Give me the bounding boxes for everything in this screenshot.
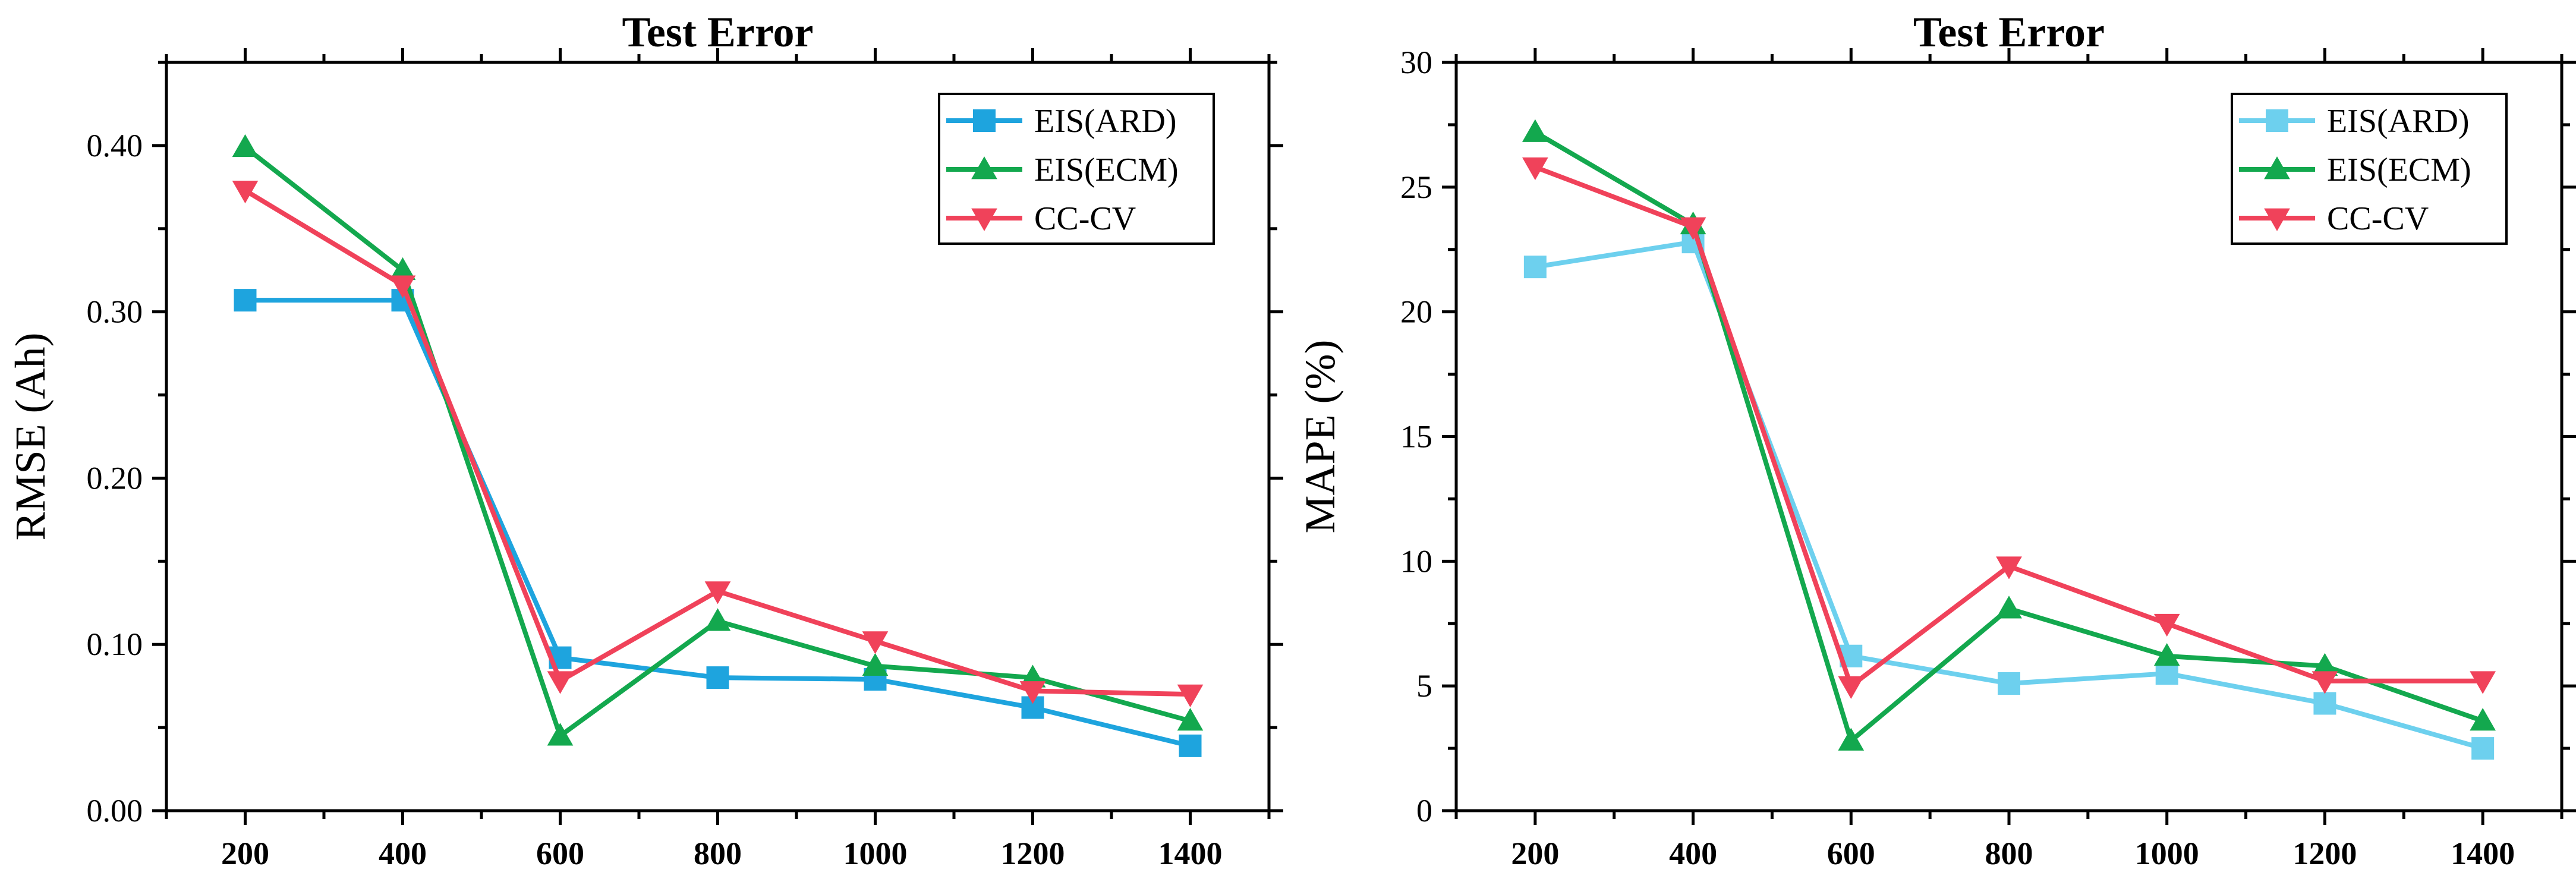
data-point <box>2153 642 2180 666</box>
data-point <box>1522 119 1548 142</box>
data-point <box>2471 737 2495 760</box>
chart-title: Test Error <box>622 8 814 56</box>
legend-label: EIS(ARD) <box>2327 103 2470 140</box>
data-point <box>862 631 889 654</box>
data-point <box>547 723 574 746</box>
x-tick-label: 600 <box>1827 836 1875 871</box>
data-point <box>2312 671 2338 694</box>
legend-marker <box>2266 109 2288 132</box>
chart-panel-2: Test Error MAPE (%) 0 5 10 15 20 25 30 200 400 600 8… <box>1296 8 2576 871</box>
y-tick-label: 10 <box>1400 543 1432 579</box>
data-point <box>1021 696 1044 719</box>
x-tick-label: 400 <box>379 836 427 871</box>
x-tick-label: 600 <box>536 836 584 871</box>
y-tick-label: 15 <box>1400 419 1432 455</box>
data-point <box>2470 708 2496 731</box>
data-point <box>1840 644 1863 667</box>
data-point <box>1523 256 1547 279</box>
x-tick-label: 800 <box>1985 836 2033 871</box>
y-axis-label: MAPE (%) <box>1296 340 1344 534</box>
x-tick-label: 1000 <box>843 836 908 871</box>
data-point <box>1177 708 1204 731</box>
data-point <box>704 581 731 604</box>
y-tick-label: 25 <box>1400 169 1432 205</box>
data-point <box>2470 671 2496 694</box>
data-point <box>2155 662 2178 685</box>
data-point <box>1838 727 1865 751</box>
y-tick-label: 20 <box>1400 294 1432 330</box>
data-point <box>1996 556 2022 579</box>
y-tick-label: 0 <box>1416 793 1432 829</box>
x-tick-label: 1400 <box>1158 836 1223 871</box>
y-tick-label: 0.10 <box>87 626 143 662</box>
legend-label: EIS(ARD) <box>1034 103 1177 140</box>
data-point <box>1522 157 1548 181</box>
legend-marker <box>971 208 997 231</box>
legend-label: CC-CV <box>2327 200 2429 237</box>
data-point <box>389 257 416 281</box>
data-point <box>1996 596 2022 619</box>
data-point <box>706 666 729 689</box>
y-tick-label: 30 <box>1400 45 1432 80</box>
legend-marker <box>973 109 996 132</box>
legend-marker <box>971 156 997 179</box>
legend: EIS(ARD) EIS(ECM) CC-CV <box>938 93 1215 245</box>
data-point <box>232 134 259 158</box>
legend-label: CC-CV <box>1034 200 1136 237</box>
data-point <box>389 275 416 298</box>
data-point <box>232 181 259 204</box>
legend-label: EIS(ECM) <box>1034 152 1179 188</box>
x-tick-label: 1200 <box>1001 836 1065 871</box>
y-tick-label: 0.00 <box>87 793 143 829</box>
x-tick-label: 800 <box>694 836 742 871</box>
data-point <box>862 653 889 676</box>
chart-panel-1: Test Error RMSE (Ah) 0.00 0.10 0.20 0.30 0.40 2… <box>7 8 1283 871</box>
data-point <box>234 289 257 312</box>
data-point <box>1998 672 2020 695</box>
data-point <box>2313 692 2336 715</box>
y-tick-label: 0.40 <box>87 128 143 163</box>
data-point <box>2153 613 2180 637</box>
data-point <box>2312 653 2338 676</box>
legend-marker <box>2264 208 2290 231</box>
y-tick-label: 0.20 <box>87 460 143 496</box>
y-axis-label: RMSE (Ah) <box>7 332 54 540</box>
data-point <box>1019 681 1046 704</box>
x-tick-label: 200 <box>1511 836 1559 871</box>
y-tick-label: 5 <box>1416 668 1432 704</box>
data-point <box>1179 734 1202 757</box>
legend: EIS(ARD) EIS(ECM) CC-CV <box>2231 93 2508 245</box>
x-tick-label: 400 <box>1669 836 1717 871</box>
data-point <box>547 671 574 694</box>
data-point <box>1838 676 1865 700</box>
y-tick-label: 0.30 <box>87 294 143 330</box>
x-tick-label: 1200 <box>2292 836 2357 871</box>
chart-title: Test Error <box>1913 8 2105 56</box>
x-tick-label: 1000 <box>2135 836 2199 871</box>
data-point <box>1680 217 1706 240</box>
x-tick-label: 1400 <box>2451 836 2515 871</box>
x-tick-label: 200 <box>221 836 269 871</box>
data-point <box>704 608 731 631</box>
legend-label: EIS(ECM) <box>2327 152 2471 188</box>
legend-marker <box>2264 156 2290 179</box>
data-point <box>1177 684 1204 708</box>
